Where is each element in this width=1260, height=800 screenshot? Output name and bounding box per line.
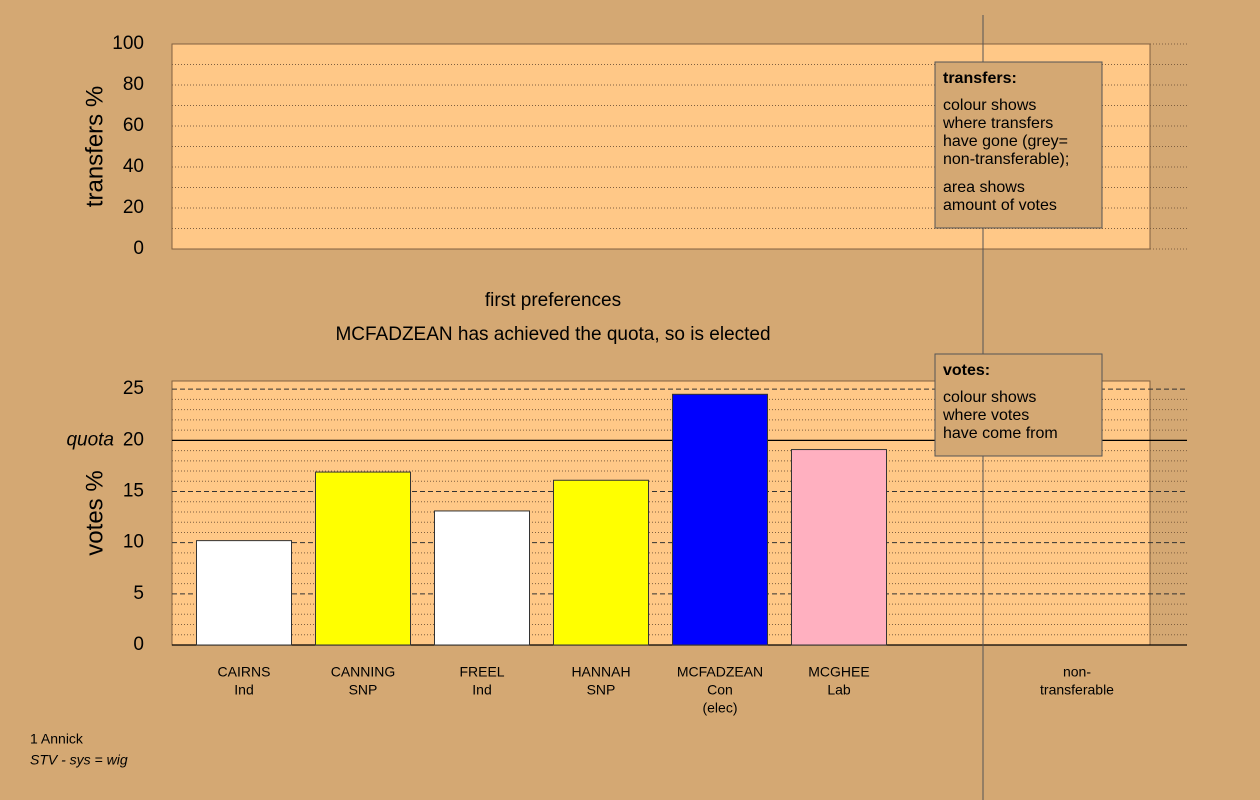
legend-text: amount of votes xyxy=(943,197,1057,214)
y-tick-label: 5 xyxy=(133,583,144,604)
bar xyxy=(791,449,887,646)
footer-line: STV - sys = wig xyxy=(30,752,128,768)
y-tick-label: 10 xyxy=(123,532,144,553)
legend-text: colour shows xyxy=(943,97,1036,114)
legend-text: where transfers xyxy=(942,115,1053,132)
bar xyxy=(672,393,768,646)
y-tick-label: 0 xyxy=(133,238,144,259)
bar xyxy=(315,471,411,646)
x-tick-label: MCFADZEAN xyxy=(677,664,763,680)
y-tick-label: 60 xyxy=(123,115,144,136)
legend-text: have come from xyxy=(943,425,1058,442)
party-label: Lab xyxy=(827,682,851,698)
x-tick-label: transferable xyxy=(1040,682,1114,698)
x-tick-label: FREEL xyxy=(459,664,504,680)
x-tick-label: HANNAH xyxy=(571,664,630,680)
y-tick-label: 20 xyxy=(123,429,144,450)
footer-line: 1 Annick xyxy=(30,731,84,747)
y-axis-label: transfers % xyxy=(81,86,108,207)
bar xyxy=(196,540,292,646)
y-tick-label: 15 xyxy=(123,481,144,502)
legend-box xyxy=(934,353,1103,457)
legend-text: non-transferable); xyxy=(943,151,1069,168)
party-label: Ind xyxy=(234,682,253,698)
y-tick-label: 80 xyxy=(123,74,144,95)
x-tick-label: CAIRNS xyxy=(218,664,271,680)
y-tick-label: 0 xyxy=(133,634,144,655)
bar xyxy=(553,479,649,646)
legend-box xyxy=(934,61,1103,229)
y-axis-label: votes % xyxy=(81,470,108,555)
legend-text: area shows xyxy=(943,179,1025,196)
x-tick-label: non- xyxy=(1063,664,1091,680)
legend-title: votes: xyxy=(943,362,990,379)
y-tick-label: 40 xyxy=(123,156,144,177)
quota-label: quota xyxy=(66,429,114,450)
bar xyxy=(434,510,530,646)
status-label: (elec) xyxy=(702,700,737,716)
x-tick-label: MCGHEE xyxy=(808,664,869,680)
chart-subtitle: MCFADZEAN has achieved the quota, so is … xyxy=(335,324,770,345)
legend-title: transfers: xyxy=(943,70,1017,87)
x-tick-label: CANNING xyxy=(331,664,396,680)
legend-text: where votes xyxy=(942,407,1029,424)
legend-text: colour shows xyxy=(943,389,1036,406)
party-label: SNP xyxy=(349,682,378,698)
y-tick-label: 25 xyxy=(123,378,144,399)
chart-title: first preferences xyxy=(485,290,621,311)
party-label: SNP xyxy=(587,682,616,698)
party-label: Ind xyxy=(472,682,491,698)
y-tick-label: 20 xyxy=(123,197,144,218)
party-label: Con xyxy=(707,682,733,698)
legend-text: have gone (grey= xyxy=(943,133,1068,150)
y-tick-label: 100 xyxy=(112,33,144,54)
